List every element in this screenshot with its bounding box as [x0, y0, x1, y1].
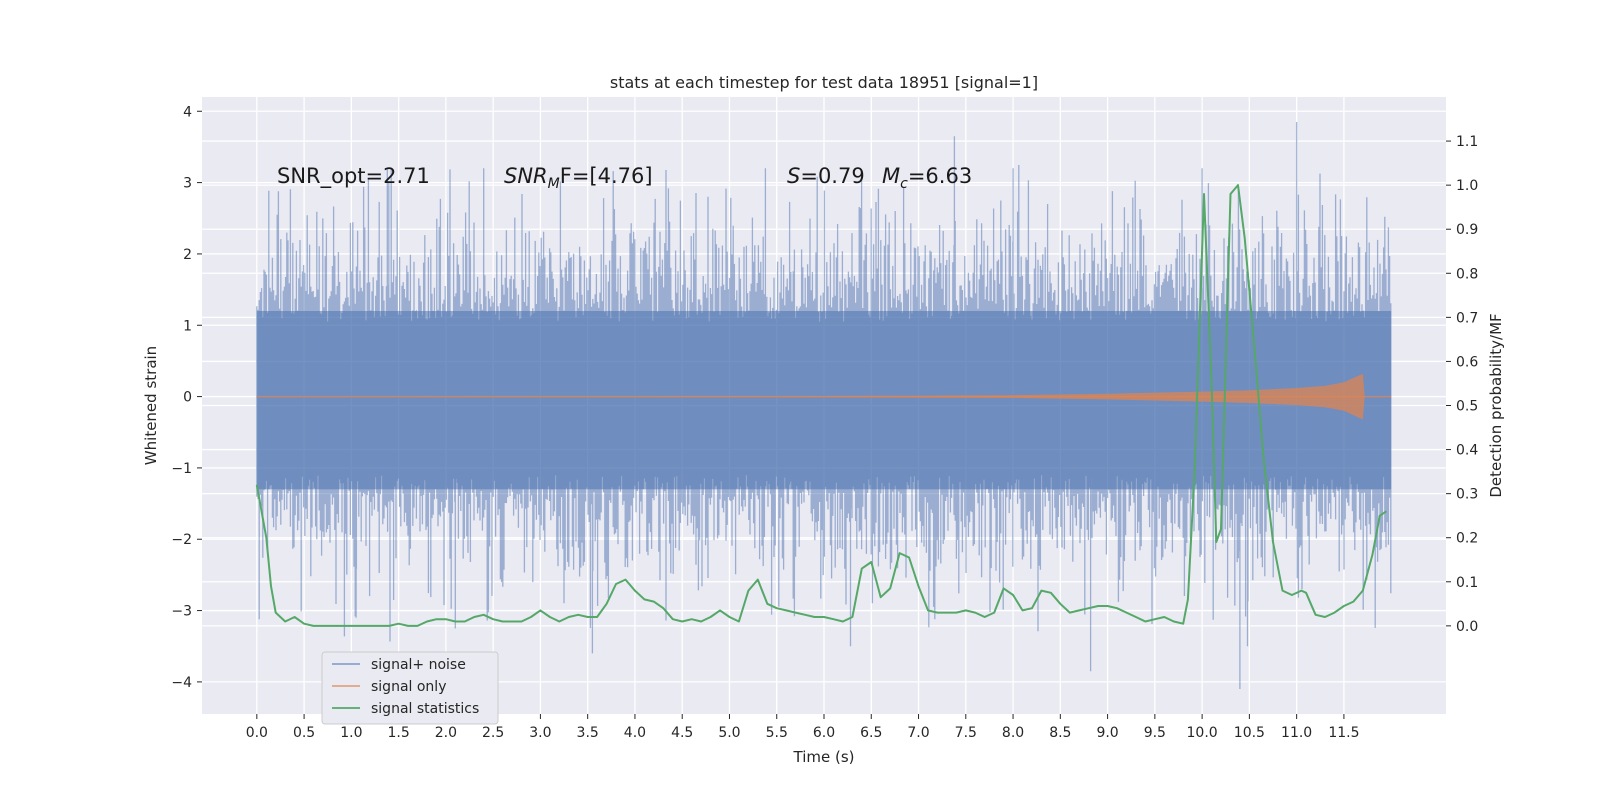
- y-right-tick-label: 0.4: [1456, 443, 1478, 459]
- legend-box: [321, 651, 499, 725]
- x-tick-label: 6.0: [813, 725, 835, 741]
- y-axis-label: Whitened strain: [142, 346, 160, 465]
- x-tick-label: 7.0: [907, 725, 929, 741]
- x-tick-label: 8.5: [1049, 725, 1071, 741]
- annotation-mc-var: M: [882, 164, 900, 188]
- y-right-tick-label: 1.0: [1456, 178, 1478, 194]
- x-tick-label: 4.5: [671, 725, 693, 741]
- annotation-snr-mf-sub: M: [548, 176, 560, 192]
- legend: signal+ noise signal only signal statist…: [321, 651, 499, 725]
- series-signal-statistics: [255, 184, 1387, 627]
- y-tick-label: −1: [171, 461, 192, 477]
- x-tick-label: 3.0: [529, 725, 551, 741]
- x-axis-label: Time (s): [793, 748, 855, 766]
- y-right-tick-label: 1.1: [1456, 134, 1478, 150]
- y-right-tick-label: 0.8: [1456, 266, 1478, 282]
- x-tick-label: 11.0: [1281, 725, 1312, 741]
- x-tick-label: 5.5: [766, 725, 788, 741]
- legend-label-signal-only: signal only: [371, 679, 446, 695]
- annotation-s-val: =0.79: [800, 164, 864, 188]
- annotation-s-var: S: [787, 164, 800, 188]
- x-tick-label: 3.5: [577, 725, 599, 741]
- y-tick-label: 4: [183, 104, 192, 120]
- y-right-tick-label: 0.2: [1456, 531, 1478, 547]
- y-right-tick-label: 0.6: [1456, 354, 1478, 370]
- x-tick-label: 0.5: [293, 725, 315, 741]
- statistics-line: [255, 184, 1387, 627]
- y-tick-label: 0: [183, 390, 192, 406]
- x-tick-label: 8.0: [1002, 725, 1024, 741]
- x-tick-label: 2.5: [482, 725, 504, 741]
- y-tick-label: −4: [171, 675, 192, 691]
- y-tick-label: −3: [171, 604, 192, 620]
- x-tick-label: 4.0: [624, 725, 646, 741]
- series-signal-only: [256, 373, 1392, 420]
- y-right-tick-label: 0.5: [1456, 399, 1478, 415]
- x-axis-ticks: 0.0 0.5 1.0 1.5 2.0 2.5 3.0 3.5 4.0 4.5 5.0 5.5 6.0 6…: [246, 714, 1359, 741]
- y-axis-ticks: 4 3 2 1 0 −1 −2 −3 −4: [171, 104, 202, 691]
- y-tick-label: 3: [183, 176, 192, 192]
- x-tick-label: 2.0: [435, 725, 457, 741]
- x-tick-label: 10.0: [1187, 725, 1218, 741]
- annotation-snr-mf-rest: F=[4.76]: [560, 164, 653, 188]
- annotation-s: S=0.79: [787, 164, 865, 188]
- y-right-tick-label: 0.3: [1456, 487, 1478, 503]
- annotation-snr-mf: SNRMF=[4.76]: [504, 164, 653, 192]
- annotation-snr-mf-main: SNR: [504, 164, 548, 188]
- x-tick-label: 7.5: [955, 725, 977, 741]
- y-tick-label: −2: [171, 532, 192, 548]
- x-tick-label: 1.5: [387, 725, 409, 741]
- y-tick-label: 2: [183, 247, 192, 263]
- x-tick-label: 9.5: [1144, 725, 1166, 741]
- y-right-axis-label: Detection probability/MF: [1487, 313, 1505, 497]
- y-tick-label: 1: [183, 318, 192, 334]
- x-tick-label: 9.0: [1096, 725, 1118, 741]
- x-tick-label: 5.0: [718, 725, 740, 741]
- x-tick-label: 6.5: [860, 725, 882, 741]
- y-right-tick-label: 0.0: [1456, 619, 1478, 635]
- annotation-mc-sub: c: [900, 176, 908, 192]
- legend-label-signal-statistics: signal statistics: [371, 701, 479, 717]
- x-tick-label: 11.5: [1328, 725, 1359, 741]
- y-right-axis-ticks: 1.1 1.0 0.9 0.8 0.7 0.6 0.5 0.4 0.3 0.2 0.1 0.0: [1446, 134, 1478, 635]
- y-right-tick-label: 0.1: [1456, 575, 1478, 591]
- annotation-mc: Mc=6.63: [882, 164, 972, 192]
- x-tick-label: 0.0: [246, 725, 268, 741]
- annotation-mc-val: =6.63: [908, 164, 972, 188]
- x-tick-label: 1.0: [340, 725, 362, 741]
- y-right-tick-label: 0.9: [1456, 222, 1478, 238]
- legend-label-signal-noise: signal+ noise: [371, 657, 466, 673]
- chart-title: stats at each timestep for test data 189…: [610, 73, 1038, 92]
- y-right-tick-label: 0.7: [1456, 310, 1478, 326]
- x-tick-label: 10.5: [1234, 725, 1265, 741]
- annotation-snr-opt: SNR_opt=2.71: [277, 164, 430, 189]
